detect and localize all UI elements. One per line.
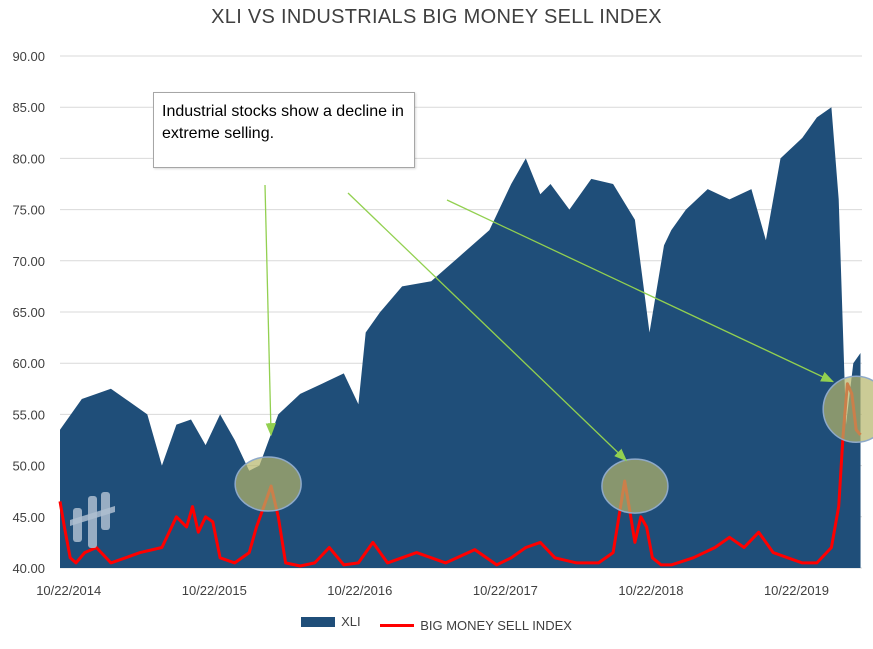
logo-bar-1: [88, 496, 97, 548]
highlight-ellipse: [822, 375, 873, 444]
legend-swatch-xli: [301, 616, 336, 627]
y-tick-label: 50.00: [12, 459, 45, 474]
x-tick-label: 10/22/2018: [618, 583, 683, 598]
x-tick-label: 10/22/2016: [327, 583, 392, 598]
legend-swatch-sell-index: [380, 623, 415, 627]
chart-title: XLI VS INDUSTRIALS BIG MONEY SELL INDEX: [211, 6, 662, 28]
legend: XLI BIG MONEY SELL INDEX: [0, 614, 873, 633]
sell-index-line: [58, 382, 862, 568]
annotation-arrow: [264, 184, 276, 437]
highlight-ellipse: [234, 456, 302, 512]
y-tick-label: 75.00: [12, 203, 45, 218]
y-tick-label: 45.00: [12, 510, 45, 525]
annotation-text: Industrial stocks show a decline in extr…: [162, 103, 404, 142]
xli-area: [60, 107, 861, 568]
y-tick-label: 90.00: [12, 49, 45, 64]
x-tick-label: 10/22/2015: [182, 583, 247, 598]
y-tick-label: 80.00: [12, 151, 45, 166]
legend-label-sell-index: BIG MONEY SELL INDEX: [420, 617, 572, 633]
legend-label-xli: XLI: [341, 614, 361, 629]
legend-item-sell-index: BIG MONEY SELL INDEX: [380, 618, 572, 633]
y-tick-label: 65.00: [12, 305, 45, 320]
sell-index-line-layer: [58, 382, 862, 568]
watermark-logo: [70, 492, 115, 548]
annotation-arrow: [446, 199, 835, 383]
annotation-arrow: [347, 192, 628, 462]
legend-item-xli: XLI: [301, 614, 361, 629]
y-tick-label: 40.00: [12, 561, 45, 576]
y-tick-label: 70.00: [12, 254, 45, 269]
y-tick-label: 60.00: [12, 356, 45, 371]
y-tick-label: 55.00: [12, 407, 45, 422]
x-tick-label: 10/22/2017: [473, 583, 538, 598]
x-tick-label: 10/22/2014: [36, 583, 101, 598]
y-tick-label: 85.00: [12, 100, 45, 115]
annotation-arrows: [264, 184, 835, 462]
annotation-callout: Industrial stocks show a decline in extr…: [153, 92, 415, 168]
x-axis-ticks: 10/22/2014 10/22/2015 10/22/2016 10/22/2017…: [36, 583, 829, 598]
logo-bar-3: [73, 508, 82, 542]
xli-area-layer: [60, 107, 861, 568]
highlight-ellipse: [601, 458, 669, 514]
y-axis-ticks: 90.00 85.00 80.00 75.00 70.00 65.00 60.00 55.00…: [12, 49, 45, 576]
logo-slash: [70, 506, 115, 526]
highlight-layer: [234, 375, 873, 514]
x-tick-label: 10/22/2019: [764, 583, 829, 598]
